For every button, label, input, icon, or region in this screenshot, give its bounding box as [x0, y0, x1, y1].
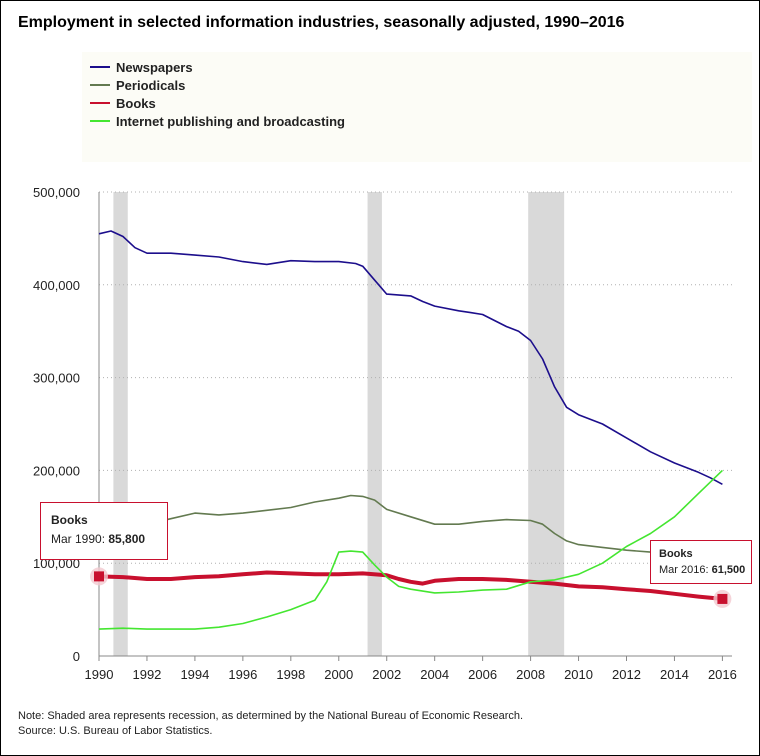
- tooltip-value: 61,500: [711, 564, 746, 576]
- x-tick-label: 2012: [612, 667, 641, 682]
- x-tick-label: 2008: [516, 667, 545, 682]
- chart-title: Employment in selected information indus…: [18, 14, 625, 31]
- x-tick-label: 2016: [708, 667, 737, 682]
- tooltip-series: Books: [659, 548, 693, 560]
- y-tick-label: 0: [73, 649, 80, 664]
- x-tick-label: 1992: [132, 667, 161, 682]
- x-tick-label: 2004: [420, 667, 449, 682]
- source-note: Source: U.S. Bureau of Labor Statistics.: [18, 725, 213, 737]
- legend-label-periodicals: Periodicals: [116, 77, 186, 93]
- tooltip-detail: Mar 1990: 85,800: [51, 532, 146, 546]
- x-tick-label: 1998: [276, 667, 305, 682]
- series-line-newspapers: [98, 230, 723, 486]
- y-tick-label: 500,000: [33, 185, 80, 200]
- tooltip-series: Books: [51, 513, 88, 527]
- legend-panel: [82, 52, 752, 162]
- x-tick-label: 2010: [564, 667, 593, 682]
- x-tick-label: 1994: [180, 667, 209, 682]
- legend-label-internet: Internet publishing and broadcasting: [116, 113, 345, 129]
- x-tick-label: 1996: [228, 667, 257, 682]
- gridlines: [99, 191, 732, 564]
- recession-note: Note: Shaded area represents recession, …: [18, 710, 524, 722]
- tooltip-books-1990: Books Mar 1990: 85,800: [40, 502, 168, 560]
- x-tick-label: 2000: [324, 667, 353, 682]
- legend-item-periodicals[interactable]: Periodicals: [90, 76, 185, 94]
- recession-band-0: [113, 192, 128, 656]
- series-line-internet: [98, 469, 723, 630]
- tooltip-date: Mar 1990: [51, 532, 102, 546]
- series-lines: [98, 230, 723, 630]
- y-tick-label: 400,000: [33, 278, 80, 293]
- x-tick-label: 2002: [372, 667, 401, 682]
- legend-swatch-internet: [90, 120, 110, 122]
- tooltip-value: 85,800: [108, 532, 146, 546]
- recession-band-2: [528, 192, 565, 656]
- series-line-periodicals: [98, 494, 675, 555]
- tooltip-date: Mar 2016: [659, 564, 706, 576]
- y-tick-label: 200,000: [33, 463, 80, 478]
- legend-label-books: Books: [116, 95, 156, 111]
- axes: 0100,000200,000300,000400,000500,0001990…: [33, 185, 737, 682]
- markers: [90, 567, 732, 608]
- x-tick-label: 2014: [660, 667, 689, 682]
- legend-swatch-periodicals: [90, 84, 110, 86]
- x-tick-label: 1990: [85, 667, 114, 682]
- legend-item-books[interactable]: Books: [90, 94, 156, 112]
- x-tick-label: 2006: [468, 667, 497, 682]
- data-point-marker: [717, 593, 728, 604]
- tooltip-detail: Mar 2016: 61,500: [659, 564, 746, 576]
- recession-band-1: [367, 192, 382, 656]
- legend-swatch-newspapers: [90, 66, 110, 68]
- y-tick-label: 300,000: [33, 371, 80, 386]
- legend-item-newspapers[interactable]: Newspapers: [90, 58, 193, 76]
- legend-swatch-books: [90, 102, 110, 104]
- legend-label-newspapers: Newspapers: [116, 59, 193, 75]
- tooltip-books-2016: Books Mar 2016: 61,500: [650, 540, 752, 584]
- data-point-marker: [94, 571, 104, 582]
- legend-item-internet[interactable]: Internet publishing and broadcasting: [90, 112, 345, 130]
- series-line-books: [98, 570, 723, 601]
